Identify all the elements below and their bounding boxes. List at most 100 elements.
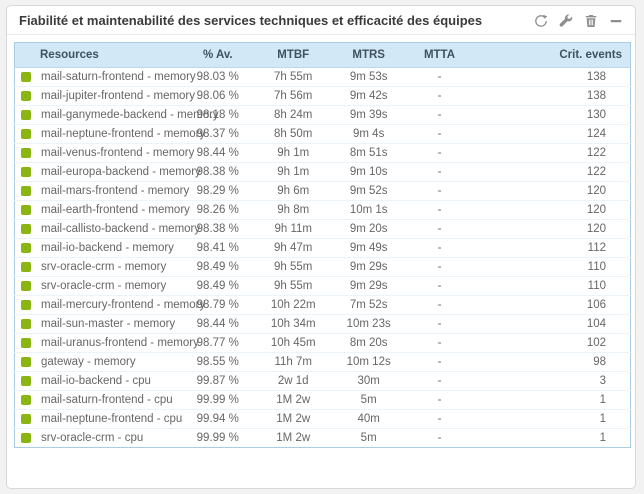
col-header-resources[interactable]: Resources bbox=[14, 42, 181, 68]
status-ok-indicator bbox=[21, 319, 31, 329]
table-row[interactable]: mail-venus-frontend - memory 98.44 % 9h … bbox=[14, 143, 631, 163]
mtta-value: - bbox=[405, 219, 474, 239]
status-ok-indicator bbox=[21, 300, 31, 310]
mtta-value: - bbox=[405, 124, 474, 144]
mtbf-value: 9h 55m bbox=[254, 257, 332, 277]
table-row[interactable]: srv-oracle-crm - memory 98.49 % 9h 55m 9… bbox=[14, 257, 631, 277]
configure-button[interactable] bbox=[559, 13, 573, 28]
mtrs-value: 9m 29s bbox=[331, 257, 406, 277]
mtbf-value: 9h 55m bbox=[254, 276, 332, 296]
table-row[interactable]: mail-io-backend - cpu 99.87 % 2w 1d 30m … bbox=[14, 371, 631, 391]
crit-events-value: 110 bbox=[473, 276, 631, 296]
mtta-value: - bbox=[405, 86, 474, 106]
table-row[interactable]: mail-ganymede-backend - memory 98.18 % 8… bbox=[14, 105, 631, 125]
crit-events-value: 130 bbox=[473, 105, 631, 125]
widget-card: Fiabilité et maintenabilité des services… bbox=[6, 5, 636, 489]
col-header-mtbf[interactable]: MTBF bbox=[254, 42, 332, 68]
table-row[interactable]: mail-io-backend - memory 98.41 % 9h 47m … bbox=[14, 238, 631, 258]
status-ok-indicator bbox=[21, 262, 31, 272]
mtta-value: - bbox=[405, 409, 474, 429]
crit-events-value: 138 bbox=[586, 71, 606, 83]
mtta-value: - bbox=[405, 143, 474, 163]
status-ok-indicator bbox=[21, 376, 31, 386]
mtbf-value: 1M 2w bbox=[254, 428, 332, 448]
mtbf-value: 8h 24m bbox=[254, 105, 332, 125]
mtta-value: - bbox=[405, 257, 474, 277]
availability-value: 99.87 % bbox=[180, 371, 255, 391]
wrench-icon bbox=[559, 13, 573, 27]
availability-value: 98.29 % bbox=[180, 181, 255, 201]
mtbf-value: 11h 7m bbox=[254, 352, 332, 372]
availability-value: 98.37 % bbox=[180, 124, 255, 144]
availability-value: 98.55 % bbox=[180, 352, 255, 372]
mtrs-value: 9m 29s bbox=[331, 276, 406, 296]
mtbf-value: 1M 2w bbox=[254, 390, 332, 410]
table-row[interactable]: mail-callisto-backend - memory 98.38 % 9… bbox=[14, 219, 631, 239]
availability-value: 98.44 % bbox=[180, 314, 255, 334]
mtta-value: - bbox=[405, 428, 474, 448]
status-ok-indicator bbox=[21, 338, 31, 348]
table-row[interactable]: mail-earth-frontend - memory 98.26 % 9h … bbox=[14, 200, 631, 220]
resource-name: mail-mars-frontend - memory bbox=[41, 185, 190, 197]
mtta-value: - bbox=[437, 71, 442, 83]
table-row[interactable]: gateway - memory 98.55 % 11h 7m 10m 12s … bbox=[14, 352, 631, 372]
table-row[interactable]: mail-saturn-frontend - memory 98.03 % 7h… bbox=[15, 68, 631, 87]
table-row[interactable]: mail-neptune-frontend - memory 98.37 % 8… bbox=[14, 124, 631, 144]
table-header-row: Resources % Av. MTBF MTRS MTTA Crit. eve… bbox=[14, 42, 631, 68]
mtrs-value: 9m 53s bbox=[349, 71, 388, 83]
availability-value: 99.99 % bbox=[180, 390, 255, 410]
table-row[interactable]: mail-jupiter-frontend - memory 98.06 % 7… bbox=[14, 86, 631, 106]
crit-events-value: 1 bbox=[473, 428, 631, 448]
table-row[interactable]: mail-europa-backend - memory 98.38 % 9h … bbox=[14, 162, 631, 182]
table-row[interactable]: mail-uranus-frontend - memory 98.77 % 10… bbox=[14, 333, 631, 353]
mtrs-value: 30m bbox=[331, 371, 406, 391]
crit-events-value: 120 bbox=[473, 219, 631, 239]
col-header-mtta[interactable]: MTTA bbox=[405, 42, 474, 68]
mtbf-value: 9h 47m bbox=[254, 238, 332, 258]
table-row[interactable]: srv-oracle-crm - memory 98.49 % 9h 55m 9… bbox=[14, 276, 631, 296]
status-ok-indicator bbox=[21, 186, 31, 196]
refresh-button[interactable] bbox=[534, 14, 548, 28]
crit-events-value: 98 bbox=[473, 352, 631, 372]
table-row[interactable]: mail-mars-frontend - memory 98.29 % 9h 6… bbox=[14, 181, 631, 201]
delete-button[interactable] bbox=[584, 14, 598, 28]
mtta-value: - bbox=[405, 352, 474, 372]
crit-events-value: 106 bbox=[473, 295, 631, 315]
mtbf-value: 10h 34m bbox=[254, 314, 332, 334]
mtta-value: - bbox=[405, 390, 474, 410]
mtrs-value: 5m bbox=[331, 428, 406, 448]
mtbf-value: 9h 1m bbox=[254, 162, 332, 182]
col-header-crit-events[interactable]: Crit. events bbox=[473, 42, 631, 68]
status-ok-indicator bbox=[21, 167, 31, 177]
table-row[interactable]: mail-saturn-frontend - cpu 99.99 % 1M 2w… bbox=[14, 390, 631, 410]
mtbf-value: 9h 6m bbox=[254, 181, 332, 201]
resource-name: mail-saturn-frontend - memory bbox=[41, 71, 196, 83]
crit-events-value: 112 bbox=[473, 238, 631, 258]
mtta-value: - bbox=[405, 295, 474, 315]
resource-name: srv-oracle-crm - memory bbox=[41, 261, 167, 273]
table-row[interactable]: srv-oracle-crm - cpu 99.99 % 1M 2w 5m - … bbox=[14, 428, 631, 448]
resource-name: mail-ganymede-backend - memory bbox=[41, 109, 219, 121]
widget-title: Fiabilité et maintenabilité des services… bbox=[19, 13, 483, 28]
col-header-availability[interactable]: % Av. bbox=[180, 42, 255, 68]
status-ok-indicator bbox=[21, 433, 31, 443]
mtbf-value: 9h 11m bbox=[254, 219, 332, 239]
crit-events-value: 138 bbox=[473, 86, 631, 106]
table-row[interactable]: mail-mercury-frontend - memory 98.79 % 1… bbox=[14, 295, 631, 315]
resource-name: mail-mercury-frontend - memory bbox=[41, 299, 206, 311]
availability-value: 98.41 % bbox=[180, 238, 255, 258]
availability-value: 99.99 % bbox=[180, 428, 255, 448]
widget-header: Fiabilité et maintenabilité des services… bbox=[7, 6, 635, 35]
status-ok-indicator bbox=[21, 72, 31, 82]
mtta-value: - bbox=[405, 238, 474, 258]
resource-name: mail-earth-frontend - memory bbox=[41, 204, 190, 216]
availability-value: 98.38 % bbox=[180, 219, 255, 239]
mtbf-value: 9h 8m bbox=[254, 200, 332, 220]
table-row[interactable]: mail-sun-master - memory 98.44 % 10h 34m… bbox=[14, 314, 631, 334]
resource-name: mail-neptune-frontend - memory bbox=[41, 128, 206, 140]
collapse-button[interactable] bbox=[609, 14, 623, 28]
availability-value: 98.06 % bbox=[180, 86, 255, 106]
col-header-mtrs[interactable]: MTRS bbox=[331, 42, 406, 68]
table-row[interactable]: mail-neptune-frontend - cpu 99.94 % 1M 2… bbox=[14, 409, 631, 429]
mtta-value: - bbox=[405, 105, 474, 125]
